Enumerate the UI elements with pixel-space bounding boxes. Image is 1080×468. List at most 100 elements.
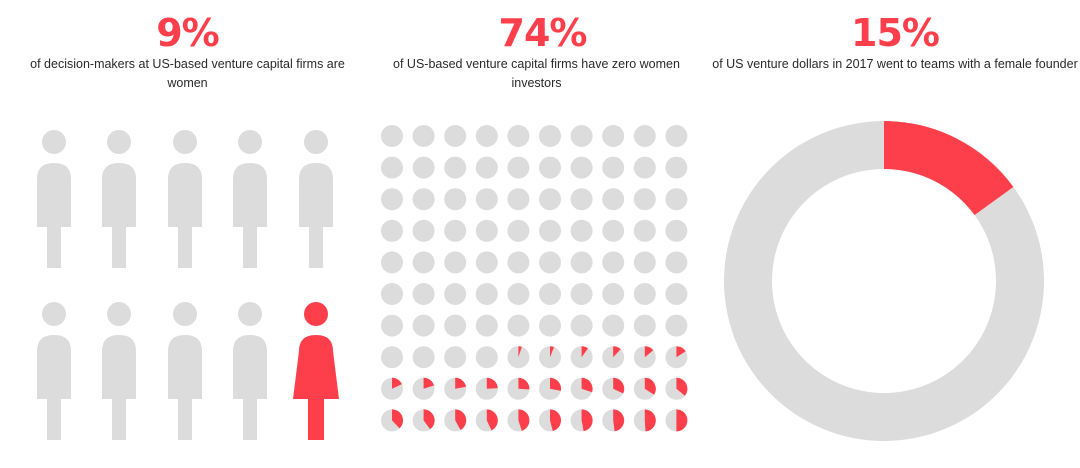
pie-dot	[475, 188, 498, 211]
pie-dot	[381, 156, 403, 179]
pie-dot-slice	[486, 377, 498, 389]
person-icon	[102, 130, 136, 268]
pie-dot	[444, 156, 467, 179]
pie-dot	[475, 409, 498, 432]
pie-dot	[602, 251, 625, 274]
pie-dot	[633, 409, 656, 432]
donut-slice-highlighted	[884, 121, 1014, 216]
pie-dot	[381, 125, 403, 147]
pie-dot-slice	[644, 409, 656, 432]
pie-dot	[570, 156, 593, 179]
person-icon	[102, 302, 136, 440]
pie-dot	[381, 219, 403, 242]
pie-dot	[475, 251, 498, 274]
panel-firms-zero-women: 74% of US-based venture capital firms ha…	[375, 0, 710, 468]
person-icon	[168, 302, 202, 440]
person-icon-highlighted	[293, 302, 339, 440]
pie-dot	[539, 283, 561, 305]
pie-dot	[412, 251, 435, 274]
pie-dot	[602, 283, 625, 305]
pie-dot	[412, 219, 435, 242]
pie-dot	[507, 251, 530, 274]
pie-dot	[475, 283, 498, 305]
pie-dot	[602, 219, 625, 242]
pie-dot	[633, 219, 656, 242]
pie-dot	[412, 188, 435, 211]
pie-dot-slice	[613, 409, 625, 432]
pie-dot	[602, 156, 625, 179]
pie-dot	[412, 409, 435, 432]
pie-dot	[570, 188, 593, 211]
pie-dot	[633, 251, 656, 274]
panel-women-decision-makers: 9% of decision-makers at US-based ventur…	[0, 0, 375, 468]
person-icon	[299, 130, 333, 268]
pie-dot-slice	[613, 346, 621, 358]
pie-dot	[602, 377, 625, 400]
pie-dot-slice	[486, 409, 498, 431]
pie-dot	[412, 283, 435, 305]
pie-dot	[633, 346, 656, 369]
pie-dot	[633, 188, 656, 211]
pie-dot	[444, 314, 467, 337]
pie-dot-slice	[550, 346, 555, 358]
pie-dot	[570, 409, 593, 432]
pie-dot	[570, 377, 593, 400]
stat-caption: of decision-makers at US-based venture c…	[30, 57, 345, 90]
pie-dot	[444, 346, 467, 369]
donut-slice-remainder	[724, 121, 1045, 441]
pie-dot	[381, 346, 403, 369]
stat-value: 9%	[156, 11, 220, 55]
pie-dot-slice	[423, 409, 435, 430]
pie-dot-slice	[676, 346, 686, 358]
pie-dot	[507, 377, 530, 400]
pie-dot	[602, 346, 625, 369]
pie-dot	[633, 283, 656, 305]
pie-dot	[412, 125, 435, 147]
pie-dot	[444, 188, 467, 211]
pie-dot	[539, 219, 561, 242]
pie-dot-slice	[455, 409, 467, 431]
pie-dot	[444, 125, 467, 147]
pie-dot	[539, 409, 561, 432]
pie-dot	[633, 125, 656, 147]
pie-dot	[507, 125, 530, 147]
pie-dot	[444, 409, 467, 432]
pie-dot	[381, 409, 404, 432]
panel-venture-dollars: 15% of US venture dollars in 2017 went t…	[710, 0, 1080, 468]
pie-dot	[539, 188, 561, 211]
pie-dot	[412, 346, 435, 369]
pie-dot	[665, 346, 688, 369]
pie-dot	[539, 314, 561, 337]
pie-dot-slice	[392, 409, 404, 429]
pie-dot	[507, 314, 530, 337]
pie-dot	[665, 283, 688, 305]
pie-dot-slice	[518, 346, 522, 358]
pie-dot	[665, 377, 688, 400]
dot-grid	[381, 125, 688, 432]
pie-dot	[602, 409, 625, 432]
pie-dot	[602, 188, 625, 211]
pie-dot	[665, 156, 688, 179]
pie-dot	[381, 314, 403, 337]
pie-dot	[475, 377, 498, 400]
pie-dot	[539, 346, 561, 369]
pie-dot	[507, 346, 530, 369]
pie-dot	[507, 156, 530, 179]
pie-dot	[570, 314, 593, 337]
pie-dot	[475, 156, 498, 179]
pie-dot-slice	[581, 409, 593, 432]
pie-dot	[570, 125, 593, 147]
person-icon	[37, 302, 71, 440]
pie-dot	[475, 219, 498, 242]
pie-dot	[570, 251, 593, 274]
pie-dot	[444, 283, 467, 305]
person-icon	[168, 130, 202, 268]
pie-dot-slice	[392, 377, 402, 389]
stat-caption: of US-based venture capital firms have z…	[393, 57, 680, 90]
pie-dot-slice	[613, 377, 625, 394]
pie-dot-slice	[581, 377, 593, 393]
pie-dot	[665, 188, 688, 211]
pie-dot	[444, 251, 467, 274]
pie-dot	[570, 219, 593, 242]
pie-dot	[507, 409, 530, 432]
